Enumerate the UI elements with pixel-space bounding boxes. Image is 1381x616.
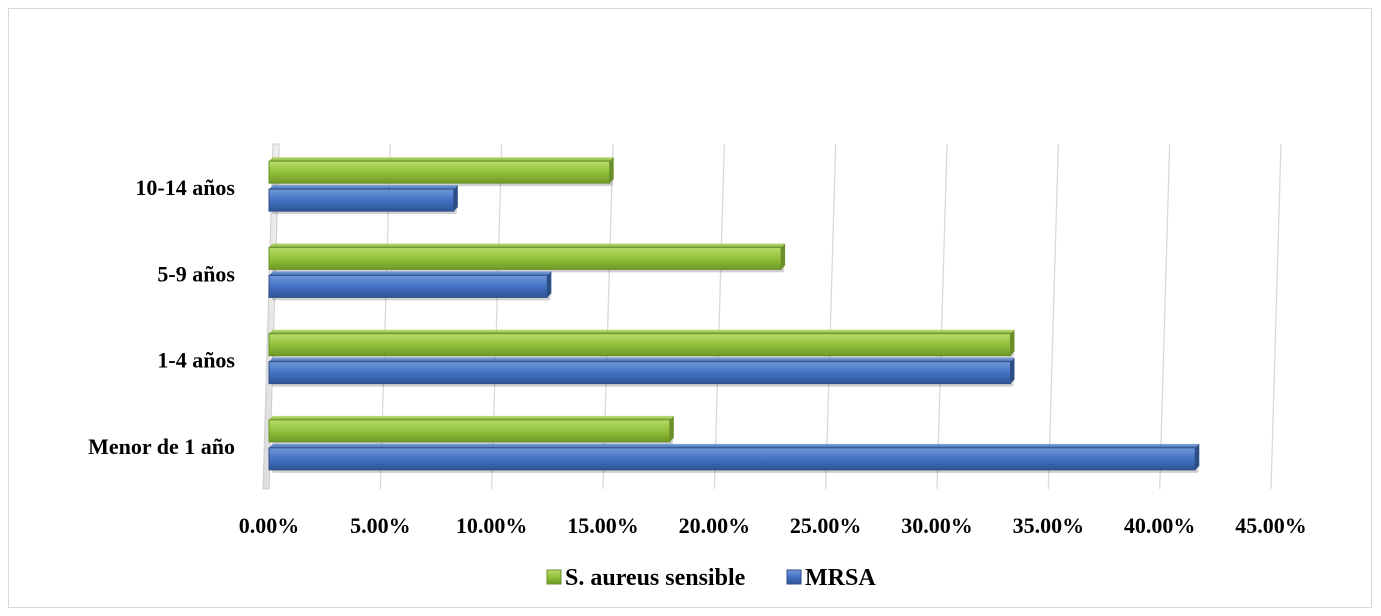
x-tick-label: 0.00% [239,513,300,538]
category-label: 5-9 años [157,261,235,286]
gridline [1159,143,1171,490]
bar-sensible [268,329,1015,359]
bar-sensible [268,157,614,187]
x-tick-label: 25.00% [790,513,862,538]
labels: 0.00% 5.00% 10.00% 15.00% 20.00% 25.00% 30.00%… [88,175,1307,538]
bar-mrsa [268,271,552,301]
bar-mrsa [268,357,1015,387]
x-tick-label: 20.00% [679,513,751,538]
x-tick-label: 35.00% [1013,513,1085,538]
bar-sensible [268,415,674,445]
legend-swatch [786,569,802,585]
x-tick-label: 40.00% [1124,513,1196,538]
gridline [936,143,948,490]
category-label: 1-4 años [157,348,235,373]
x-tick-label: 15.00% [567,513,639,538]
bar-sensible [268,243,786,273]
bar-chart: 0.00% 5.00% 10.00% 15.00% 20.00% 25.00% 30.00%… [88,143,1307,591]
category-label: 10-14 años [135,175,235,200]
bar-mrsa [268,185,458,215]
gridline [713,143,725,490]
x-tick-label: 10.00% [456,513,528,538]
legend-label: MRSA [805,565,876,591]
gridline [1270,143,1282,490]
gridline [1047,143,1059,490]
category-label: Menor de 1 año [88,434,235,459]
legend-item-sensible: S. aureus sensible [546,565,746,591]
bars [268,157,1200,473]
x-tick-label: 5.00% [350,513,411,538]
legend-item-mrsa: MRSA [786,565,876,591]
legend: S. aureus sensible MRSA [546,565,876,591]
chart-frame: 0.00% 5.00% 10.00% 15.00% 20.00% 25.00% 30.00%… [8,8,1372,608]
bar-mrsa [268,443,1200,473]
legend-label: S. aureus sensible [565,565,746,591]
legend-swatch [546,569,562,585]
x-tick-label: 45.00% [1235,513,1307,538]
x-tick-label: 30.00% [901,513,973,538]
gridline [825,143,837,490]
